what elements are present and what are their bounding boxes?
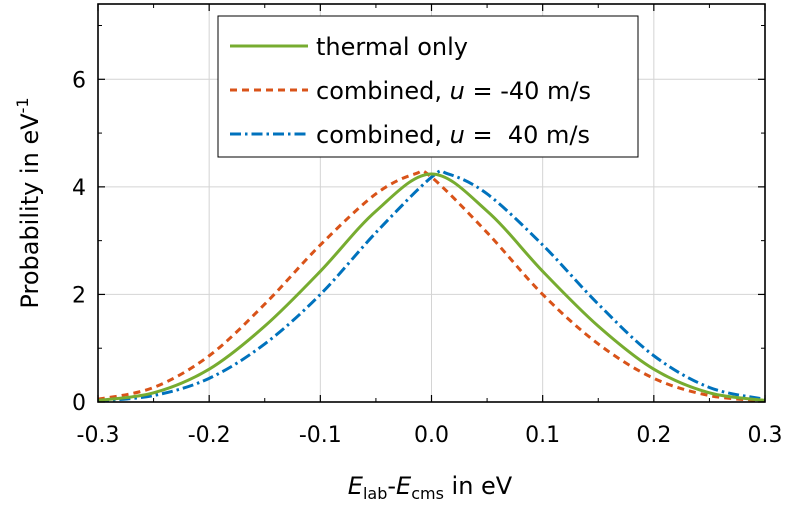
tick-labels: -0.3 -0.2 -0.1 0.0 0.1 0.2 0.3 0 2 4 6 <box>72 68 783 448</box>
x-axis-label-var1: E <box>348 472 364 500</box>
x-tick-label: -0.2 <box>188 423 231 448</box>
series-line-1 <box>97 169 766 403</box>
legend-label-1: combined, u = -40 m/s <box>316 77 591 105</box>
legend-label-rest: = 40 m/s <box>465 121 590 149</box>
x-axis-label-var2: E <box>396 472 412 500</box>
x-axis-label-sub1: lab <box>363 484 387 503</box>
legend-label-text: combined, <box>316 121 450 149</box>
x-tick-label: 0.3 <box>748 423 783 448</box>
y-tick-label: 4 <box>72 176 86 201</box>
curves <box>97 169 766 403</box>
series-line-0 <box>97 172 766 402</box>
legend-label-0: thermal only <box>316 33 468 61</box>
legend-label-var: u <box>450 121 465 149</box>
x-axis-label: Elab-Ecms in eV <box>348 472 513 503</box>
x-tick-label: -0.3 <box>77 423 120 448</box>
x-axis-label-sub2: cms <box>411 484 444 503</box>
ticks <box>97 4 766 403</box>
x-axis-label-suffix: in eV <box>444 472 513 500</box>
legend-label-rest: = -40 m/s <box>465 77 591 105</box>
legend-label-var: u <box>450 77 465 105</box>
y-tick-label: 2 <box>72 283 86 308</box>
y-axis-label-main: Probability in eV <box>16 113 44 309</box>
x-tick-label: 0.1 <box>525 423 560 448</box>
x-tick-label: -0.1 <box>299 423 342 448</box>
y-axis-label-sup: -1 <box>13 97 32 113</box>
y-tick-label: 6 <box>72 68 86 93</box>
y-tick-label: 0 <box>72 391 86 416</box>
x-tick-label: 0.0 <box>414 423 449 448</box>
series-line-2 <box>97 169 766 403</box>
legend-label-text: thermal only <box>316 33 468 61</box>
legend-label-text: combined, <box>316 77 450 105</box>
x-axis-label-sep: - <box>387 472 396 500</box>
y-axis-label: Probability in eV-1 <box>13 97 44 308</box>
x-tick-label: 0.2 <box>636 423 671 448</box>
legend-label-2: combined, u = 40 m/s <box>316 121 590 149</box>
